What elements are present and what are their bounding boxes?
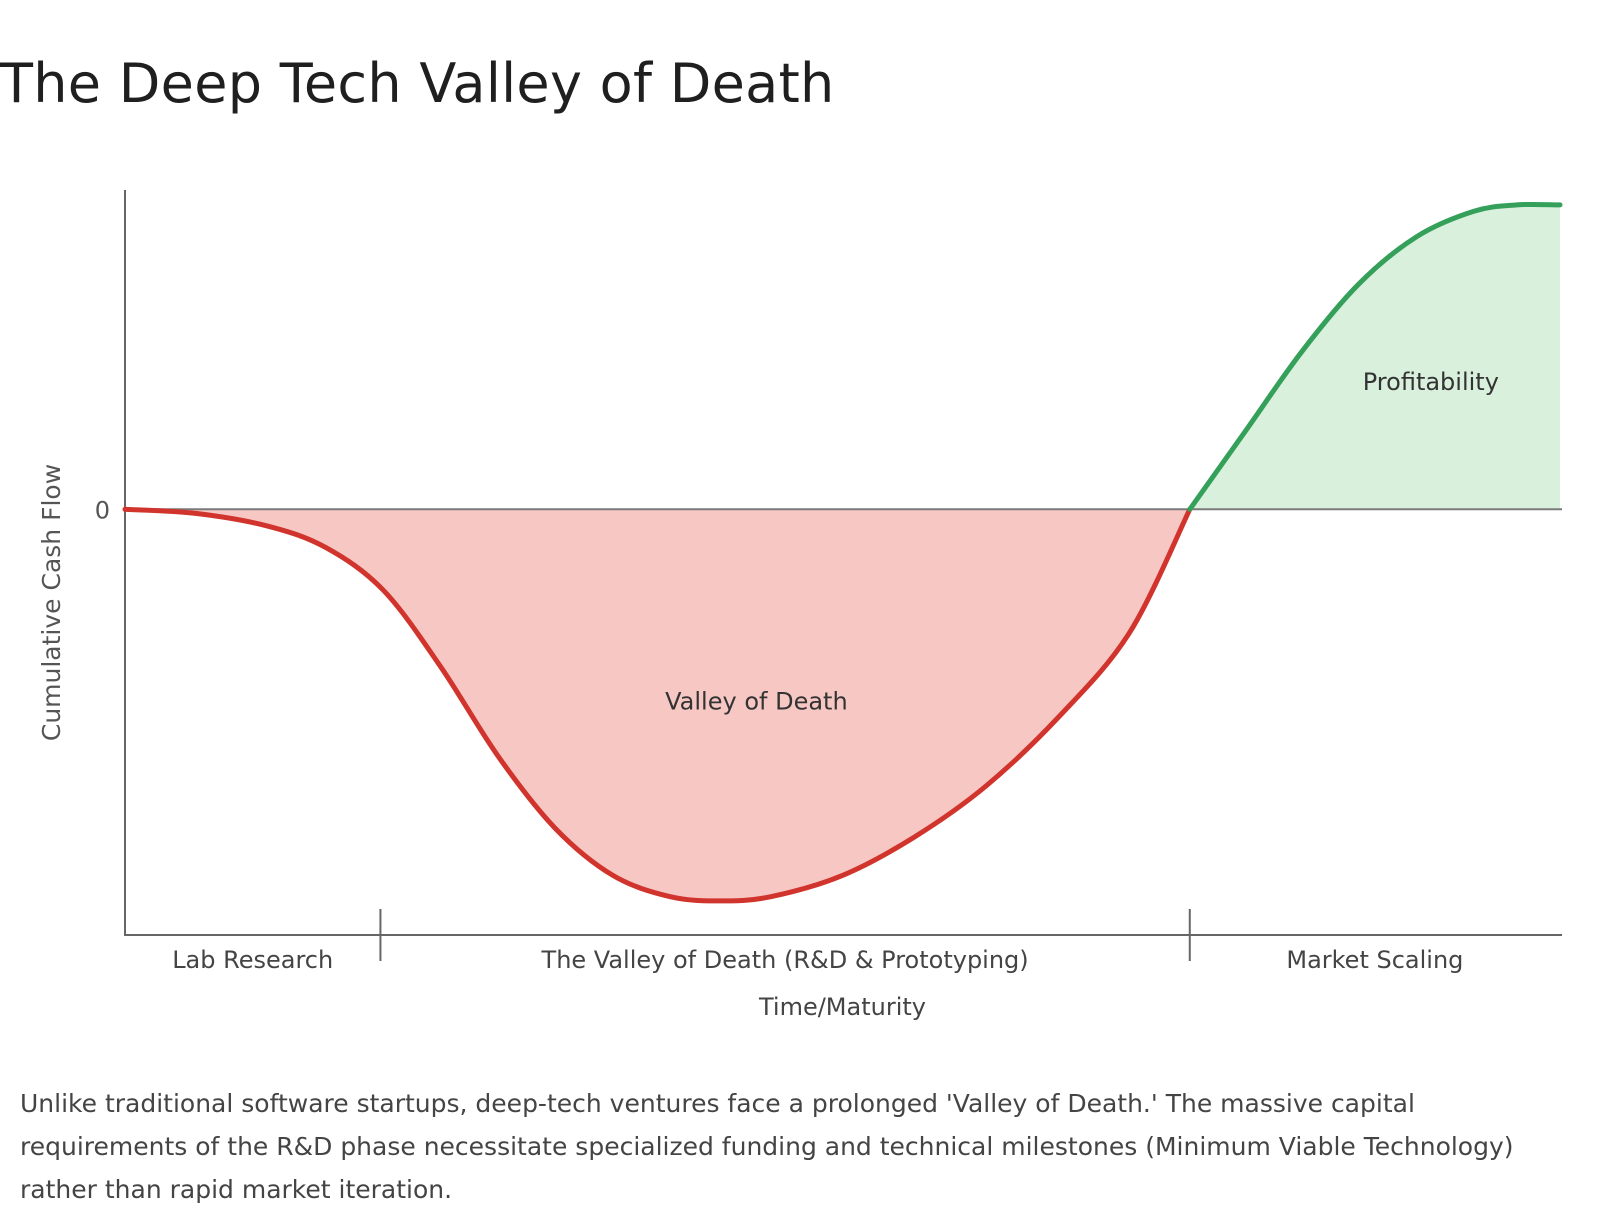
profit-area <box>1189 204 1560 510</box>
valley-of-death-annotation: Valley of Death <box>665 687 848 715</box>
phase-label: Market Scaling <box>1286 946 1463 974</box>
loss-area <box>125 509 1190 901</box>
page-title: The Deep Tech Valley of Death <box>0 52 835 115</box>
profit-curve <box>1187 201 1563 512</box>
valley-of-death-chart: Lab Research The Valley of Death (R&D & P… <box>37 190 1563 1021</box>
phase-label: Lab Research <box>172 946 333 974</box>
phase-labels: Lab Research The Valley of Death (R&D & P… <box>172 946 1463 974</box>
profitability-annotation: Profitability <box>1363 368 1499 396</box>
x-axis-label: Time/Maturity <box>758 993 926 1021</box>
phase-label: The Valley of Death (R&D & Prototyping) <box>541 946 1029 974</box>
y-tick-label-zero: 0 <box>95 496 110 524</box>
phase-dividers <box>379 909 1191 961</box>
y-axis-label: Cumulative Cash Flow <box>37 464 66 741</box>
chart-caption: Unlike traditional software startups, de… <box>20 1089 1514 1204</box>
loss-curve <box>122 506 1193 904</box>
